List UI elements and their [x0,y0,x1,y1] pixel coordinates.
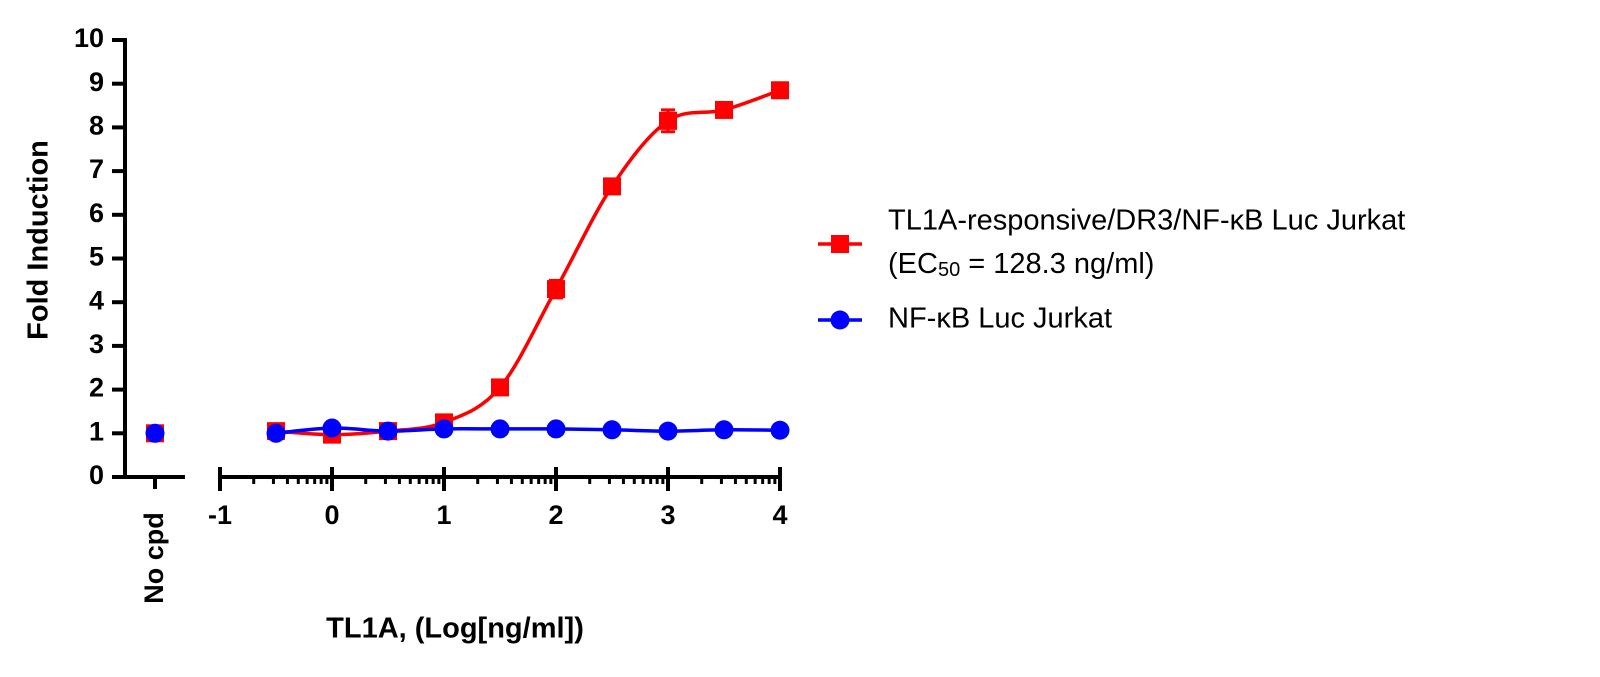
control-label: No cpd [139,512,169,604]
y-tick-label: 3 [89,329,104,359]
y-tick-label: 10 [74,23,104,53]
legend-item: NF-κB Luc Jurkat [818,303,1112,335]
series [145,418,790,443]
data-point [491,378,509,397]
x-tick-label: 2 [548,500,563,530]
y-tick-label: 1 [89,416,104,446]
x-tick-label: 0 [324,500,339,530]
y-tick-label: 6 [89,198,104,228]
x-tick-label: 4 [772,500,787,530]
data-point [715,100,733,119]
data-point [322,418,342,438]
x-tick-label: 3 [660,500,675,530]
data-point [266,423,286,443]
series-line [275,426,781,436]
x-tick-label: -1 [208,500,232,530]
note-subscript: 50 [938,259,960,281]
data-point [490,419,510,439]
y-tick-label: 2 [89,373,104,403]
note-prefix: (EC [888,248,938,280]
note-suffix: = 128.3 ng/ml) [960,248,1154,280]
series-line [275,88,781,437]
data-point [602,420,622,440]
y-tick-label: 7 [89,154,104,184]
series [146,81,789,444]
y-tick-label: 8 [89,111,104,141]
data-point [378,421,398,441]
data-point [603,177,621,196]
data-point [771,81,789,100]
x-tick-label: 1 [436,500,451,530]
control-point [145,423,165,443]
y-axis-title: Fold Induction [23,140,55,340]
legend-label: NF-κB Luc Jurkat [888,303,1112,335]
data-point [658,421,678,441]
legend-item: TL1A-responsive/DR3/NF-κB Luc Jurkat (EC5… [818,205,1405,282]
data-point [770,420,790,440]
data-point [546,419,566,439]
legend-label: TL1A-responsive/DR3/NF-κB Luc Jurkat [888,205,1405,237]
y-tick-label: 5 [89,242,104,272]
data-point [659,111,677,130]
y-tick-label: 0 [89,460,104,490]
x-axis-title: TL1A, (Log[ng/ml]) [326,613,584,645]
legend-note: (EC50 = 128.3 ng/ml) [888,248,1154,282]
data-point [547,280,565,299]
y-tick-label: 9 [89,67,104,97]
legend-marker [830,310,850,330]
data-point [434,419,454,439]
legend-marker [831,235,849,253]
data-point [714,420,734,440]
y-tick-label: 4 [89,285,104,315]
